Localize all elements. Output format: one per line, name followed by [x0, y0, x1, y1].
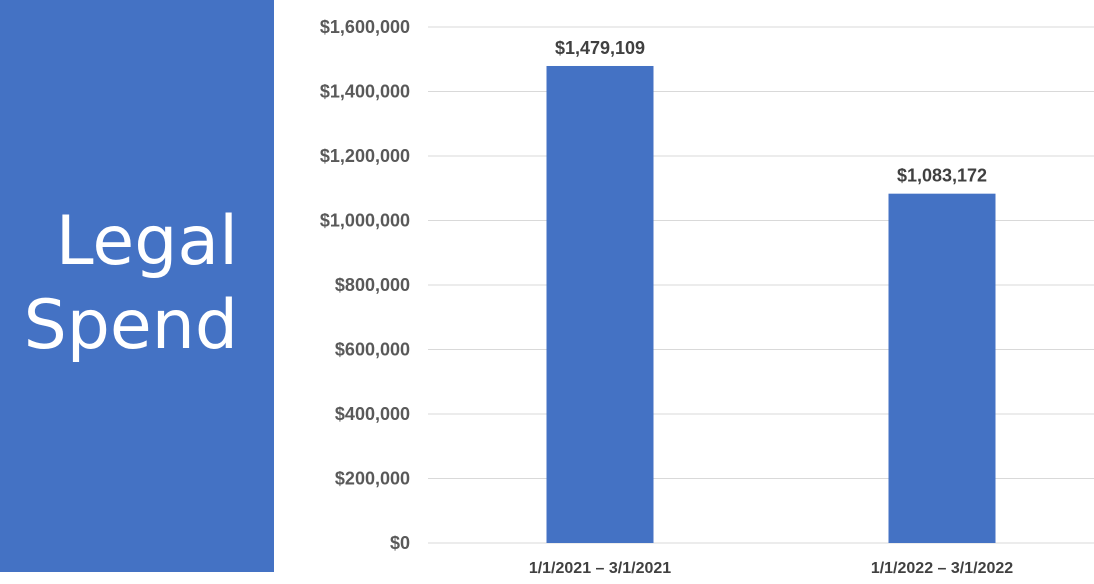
y-tick-label: $1,600,000 — [320, 17, 410, 37]
bar — [888, 193, 996, 543]
y-tick-label: $1,200,000 — [320, 146, 410, 166]
bar — [546, 65, 654, 543]
y-tick-label: $800,000 — [335, 275, 410, 295]
y-tick-label: $0 — [390, 533, 410, 553]
title-panel: Legal Spend — [0, 0, 274, 572]
chart-title: Legal Spend — [24, 200, 238, 368]
title-line-2: Spend — [23, 286, 238, 365]
y-tick-label: $600,000 — [335, 340, 410, 360]
y-tick-label: $1,400,000 — [320, 82, 410, 102]
data-label: $1,083,172 — [897, 166, 987, 186]
x-tick-label: 1/1/2022 – 3/1/2022 — [871, 560, 1013, 577]
y-tick-label: $200,000 — [335, 469, 410, 489]
y-tick-label: $1,000,000 — [320, 211, 410, 231]
x-tick-label: 1/1/2021 – 3/1/2021 — [529, 560, 671, 577]
data-label: $1,479,109 — [555, 38, 645, 58]
y-tick-label: $400,000 — [335, 404, 410, 424]
title-line-1: Legal — [55, 202, 238, 281]
